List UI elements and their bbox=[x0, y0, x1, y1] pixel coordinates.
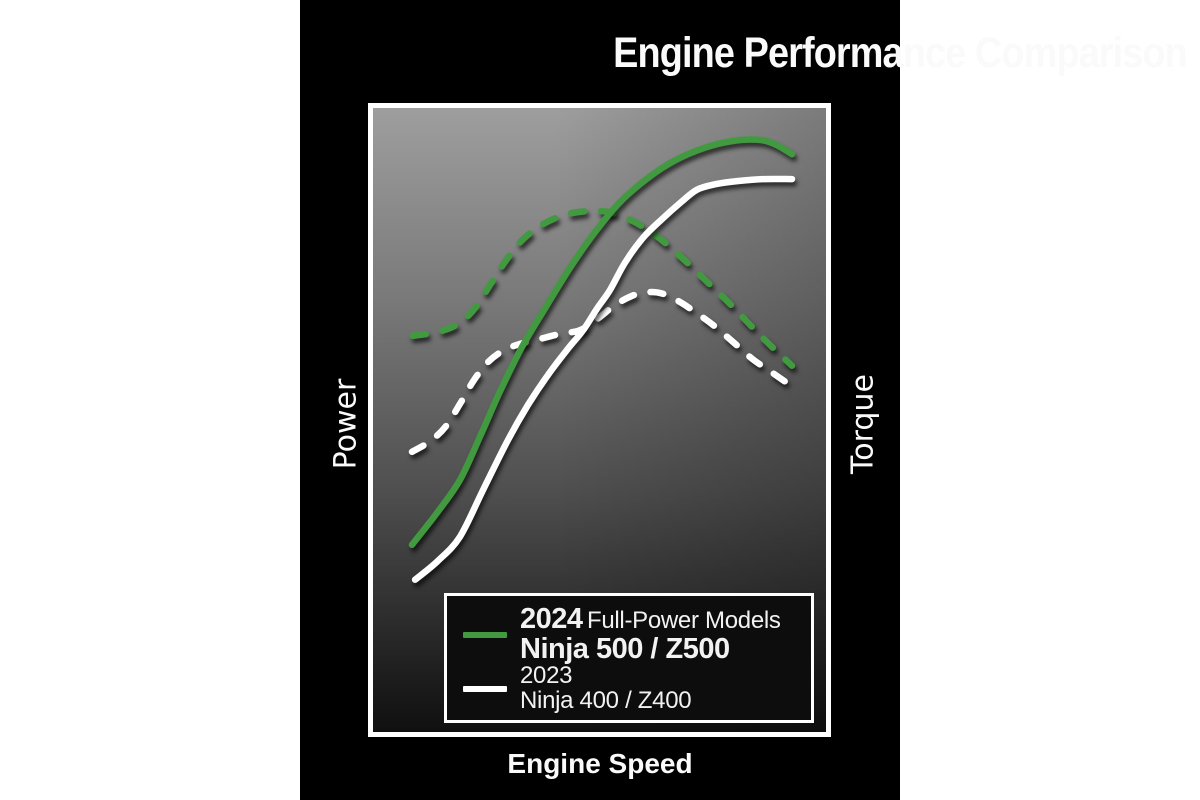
legend-entry-2024: 2024 Full-Power Models Ninja 500 / Z500 bbox=[463, 603, 803, 665]
legend-2023-line1: 2023 bbox=[520, 662, 573, 690]
left-axis-label: Power bbox=[328, 378, 364, 470]
torque-2023-curve bbox=[408, 288, 794, 456]
legend-2024-models: Ninja 500 / Z500 bbox=[520, 632, 730, 665]
legend-swatch-green-line bbox=[463, 631, 507, 638]
legend: 2024 Full-Power Models Ninja 500 / Z500 … bbox=[444, 593, 814, 723]
power-2023-curve bbox=[411, 175, 796, 583]
power-2024-curve bbox=[408, 136, 796, 549]
right-axis-label: Torque bbox=[845, 374, 881, 474]
legend-2024-line1: 2024 Full-Power Models bbox=[520, 603, 781, 635]
x-axis-label: Engine Speed bbox=[507, 748, 693, 779]
performance-curves-plot bbox=[408, 136, 796, 583]
torque-2024-curve bbox=[409, 207, 796, 369]
page-title: Engine Performance Comparison bbox=[613, 28, 1188, 77]
legend-swatch-white-line bbox=[463, 685, 507, 692]
legend-entry-2023: 2023 Ninja 400 / Z400 bbox=[463, 662, 803, 714]
legend-2023-models: Ninja 400 / Z400 bbox=[520, 686, 692, 714]
